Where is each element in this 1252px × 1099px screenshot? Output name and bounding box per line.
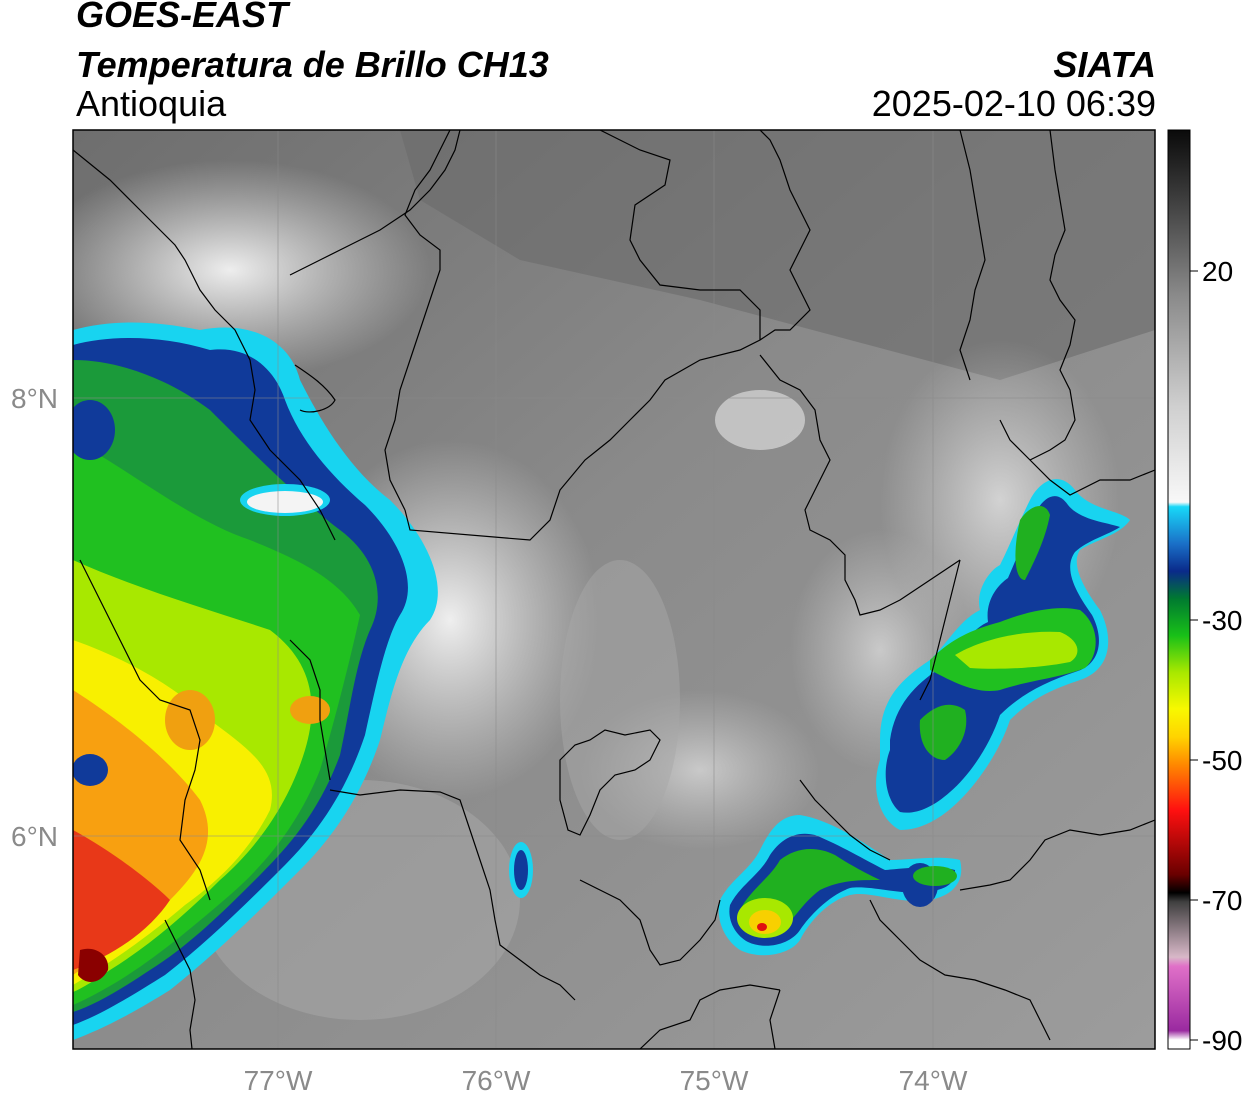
colorbar-label-20: 20 <box>1202 256 1233 287</box>
colorbar-frame <box>1167 129 1191 1050</box>
lon-label-77w: 77°W <box>244 1065 313 1096</box>
colorbar-label-minus70: -70 <box>1202 885 1242 916</box>
lon-label-76w: 76°W <box>462 1065 531 1096</box>
colorbar-label-minus90: -90 <box>1202 1025 1242 1056</box>
map-region-label: Antioquia <box>76 83 227 124</box>
map-source-title: GOES-EAST <box>76 0 289 35</box>
brightness-temperature-field <box>73 130 1155 1049</box>
lat-label-6n: 6°N <box>11 821 58 852</box>
map-frame <box>72 129 1156 1050</box>
colorbar-gradient <box>1168 130 1190 1049</box>
timestamp-label: 2025-02-10 06:39 <box>871 83 1156 124</box>
organization-label: SIATA <box>1053 44 1156 85</box>
colorbar-label-minus30: -30 <box>1202 605 1242 636</box>
lon-label-75w: 75°W <box>680 1065 749 1096</box>
department-borders <box>73 130 1155 1049</box>
lon-label-74w: 74°W <box>899 1065 968 1096</box>
lat-label-8n: 8°N <box>11 383 58 414</box>
colorbar: 20 -30 -50 -70 -90 <box>1167 129 1242 1056</box>
colorbar-label-minus50: -50 <box>1202 745 1242 776</box>
map-product-title: Temperatura de Brillo CH13 <box>76 44 549 85</box>
